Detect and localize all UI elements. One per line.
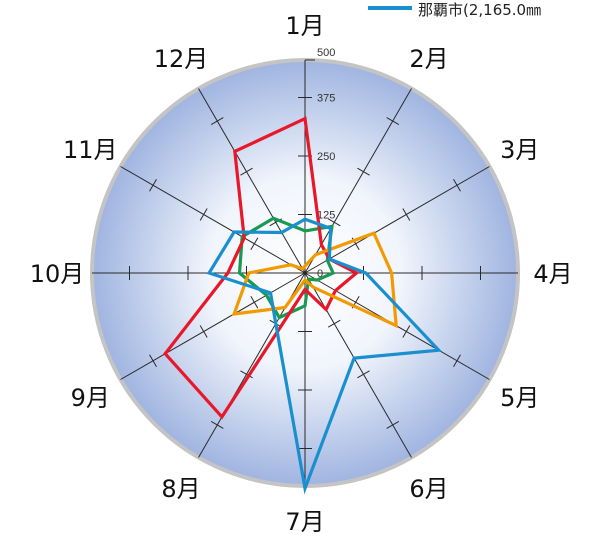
tick-mark [149, 178, 157, 192]
tick-mark [199, 325, 208, 338]
legend-label: 那覇市(2,165.0㎜ [418, 1, 541, 19]
tick-mark [386, 117, 400, 125]
radial-tick-labels: 0 125 250 375 500 [317, 47, 335, 280]
spoke-line [120, 272, 306, 380]
tick-mark [453, 178, 461, 192]
radial-tick-label: 250 [317, 151, 335, 163]
tick-mark [386, 421, 400, 429]
spoke-line [304, 166, 490, 274]
tick-mark [357, 167, 370, 176]
month-label: 10月 [30, 260, 85, 288]
radial-tick-label: 375 [317, 93, 335, 105]
legend: 那覇市(2,165.0㎜ [368, 1, 541, 19]
month-label: 11月 [63, 136, 118, 164]
series-polygon [237, 216, 336, 320]
series-polygon [206, 217, 443, 495]
tick-mark [357, 370, 370, 379]
spoke-line [304, 272, 412, 458]
month-label: 9月 [71, 384, 110, 412]
radial-tick-label: 500 [317, 47, 335, 59]
tick-mark [149, 354, 157, 368]
month-label: 1月 [285, 12, 324, 40]
tick-mark [250, 295, 259, 309]
tick-mark [402, 208, 411, 221]
radial-tick-label: 0 [317, 268, 323, 280]
tick-mark [250, 237, 259, 251]
series-polygon [231, 231, 399, 329]
tick-mark [327, 218, 341, 227]
radial-tick-label: 125 [317, 210, 335, 222]
tick-mark [240, 167, 253, 176]
tick-mark [210, 117, 224, 125]
month-label: 2月 [409, 45, 448, 73]
month-label: 12月 [154, 45, 209, 73]
tick-mark [453, 354, 461, 368]
tick-mark [240, 370, 253, 379]
tick-mark [210, 421, 224, 429]
month-label: 8月 [161, 475, 200, 503]
spoke-line [198, 88, 306, 274]
month-label: 7月 [285, 508, 324, 536]
tick-mark [402, 325, 411, 338]
spokes [92, 59, 518, 486]
month-labels: 1月 2月 3月 4月 5月 6月 7月 8月 9月 10月 11月 12月 [30, 12, 573, 536]
spoke-line [120, 166, 306, 274]
month-label: 5月 [500, 384, 539, 412]
tick-mark [327, 319, 341, 328]
tick-mark [199, 208, 208, 221]
month-label: 4月 [533, 260, 572, 288]
spoke-line [304, 88, 412, 274]
month-label: 6月 [409, 475, 448, 503]
series-group [163, 116, 443, 495]
month-label: 3月 [500, 136, 539, 164]
